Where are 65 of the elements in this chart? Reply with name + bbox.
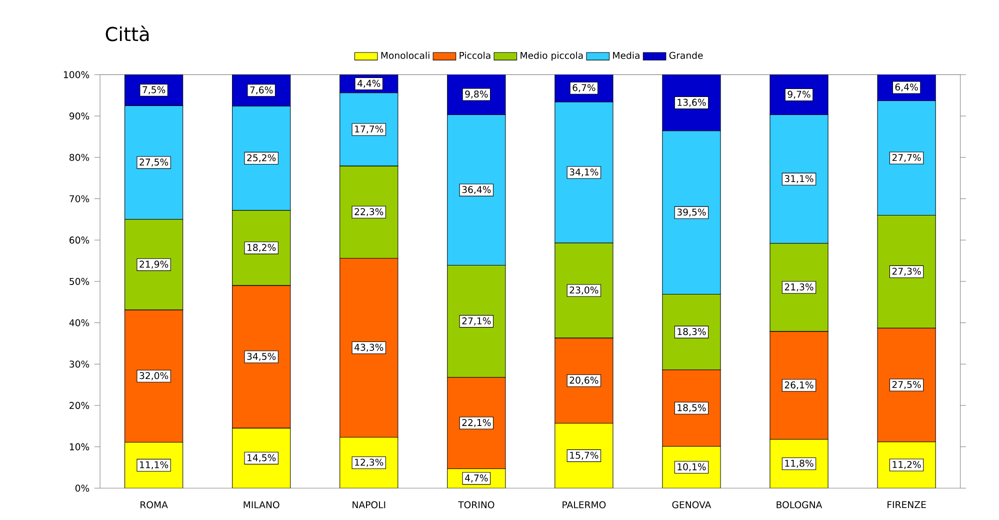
data-label: 32,0% <box>140 372 168 380</box>
data-label: 6,7% <box>572 84 596 92</box>
legend-label: Monolocali <box>381 52 430 59</box>
data-label: 15,7% <box>570 452 598 460</box>
chart-title: Città <box>106 26 149 42</box>
data-label: 18,2% <box>248 244 276 252</box>
data-label: 34,1% <box>570 168 598 176</box>
y-tick-label: 40% <box>69 319 90 326</box>
data-label: 13,6% <box>678 98 706 107</box>
data-label: 9,8% <box>465 90 488 98</box>
data-label: 27,3% <box>892 268 921 276</box>
y-tick-label: 30% <box>70 360 90 368</box>
x-tick-label: MILANO <box>244 501 280 508</box>
data-label: 18,3% <box>678 328 706 336</box>
data-label: 12,3% <box>355 458 384 467</box>
x-tick-label: PALERMO <box>562 501 606 508</box>
data-label: 6,4% <box>895 83 918 92</box>
data-label: 23,0% <box>570 286 598 294</box>
data-label: 18,5% <box>678 404 706 412</box>
data-label: 21,9% <box>140 260 168 269</box>
data-label: 34,5% <box>247 352 276 361</box>
y-tick-label: 50% <box>70 278 90 285</box>
y-tick-label: 80% <box>70 154 90 161</box>
data-label: 27,7% <box>892 154 921 162</box>
data-label: 31,1% <box>784 175 814 184</box>
data-label: 11,2% <box>892 460 921 469</box>
x-tick-label: TORINO <box>458 501 494 508</box>
data-label: 4,4% <box>357 80 380 88</box>
data-label: 11,8% <box>785 460 814 468</box>
x-tick-label: GENOVA <box>672 501 712 508</box>
legend-label: Media <box>613 52 640 59</box>
data-label: 22,1% <box>462 418 491 427</box>
y-tick-label: 100% <box>64 71 90 78</box>
x-tick-label: ROMA <box>140 501 168 508</box>
x-tick-label: NAPOLI <box>352 501 386 508</box>
legend-label: Medio piccola <box>520 52 583 61</box>
x-tick-label: FIRENZE <box>888 501 926 508</box>
data-label: 9,7% <box>788 90 810 99</box>
data-label: 27,5% <box>892 380 921 389</box>
y-tick-label: 0% <box>75 484 90 492</box>
data-label: 21,3% <box>784 283 814 292</box>
data-label: 17,7% <box>355 125 384 134</box>
y-tick-label: 20% <box>70 402 90 409</box>
y-tick-label: 60% <box>70 236 90 244</box>
data-label: 22,3% <box>354 208 384 216</box>
y-tick-label: 10% <box>70 443 90 450</box>
x-tick-label: BOLOGNA <box>776 501 822 508</box>
data-label: 36,4% <box>462 186 491 194</box>
data-label: 39,5% <box>677 208 706 217</box>
data-label: 11,1% <box>140 461 168 470</box>
data-label: 20,6% <box>570 376 598 385</box>
legend-label: Grande <box>669 52 703 59</box>
data-label: 7,5% <box>142 86 166 94</box>
data-label: 25,2% <box>247 154 276 162</box>
y-tick-label: 90% <box>69 112 90 120</box>
data-label: 27,5% <box>140 158 168 166</box>
data-label: 27,1% <box>462 317 491 326</box>
data-label: 26,1% <box>784 381 814 390</box>
data-label: 10,1% <box>678 463 706 472</box>
y-tick-label: 70% <box>70 195 90 202</box>
data-label: 7,6% <box>250 86 273 94</box>
data-label: 4,7% <box>465 474 488 482</box>
data-label: 43,3% <box>354 344 384 352</box>
legend-label: Piccola <box>460 52 490 59</box>
data-label: 14,5% <box>248 454 276 462</box>
